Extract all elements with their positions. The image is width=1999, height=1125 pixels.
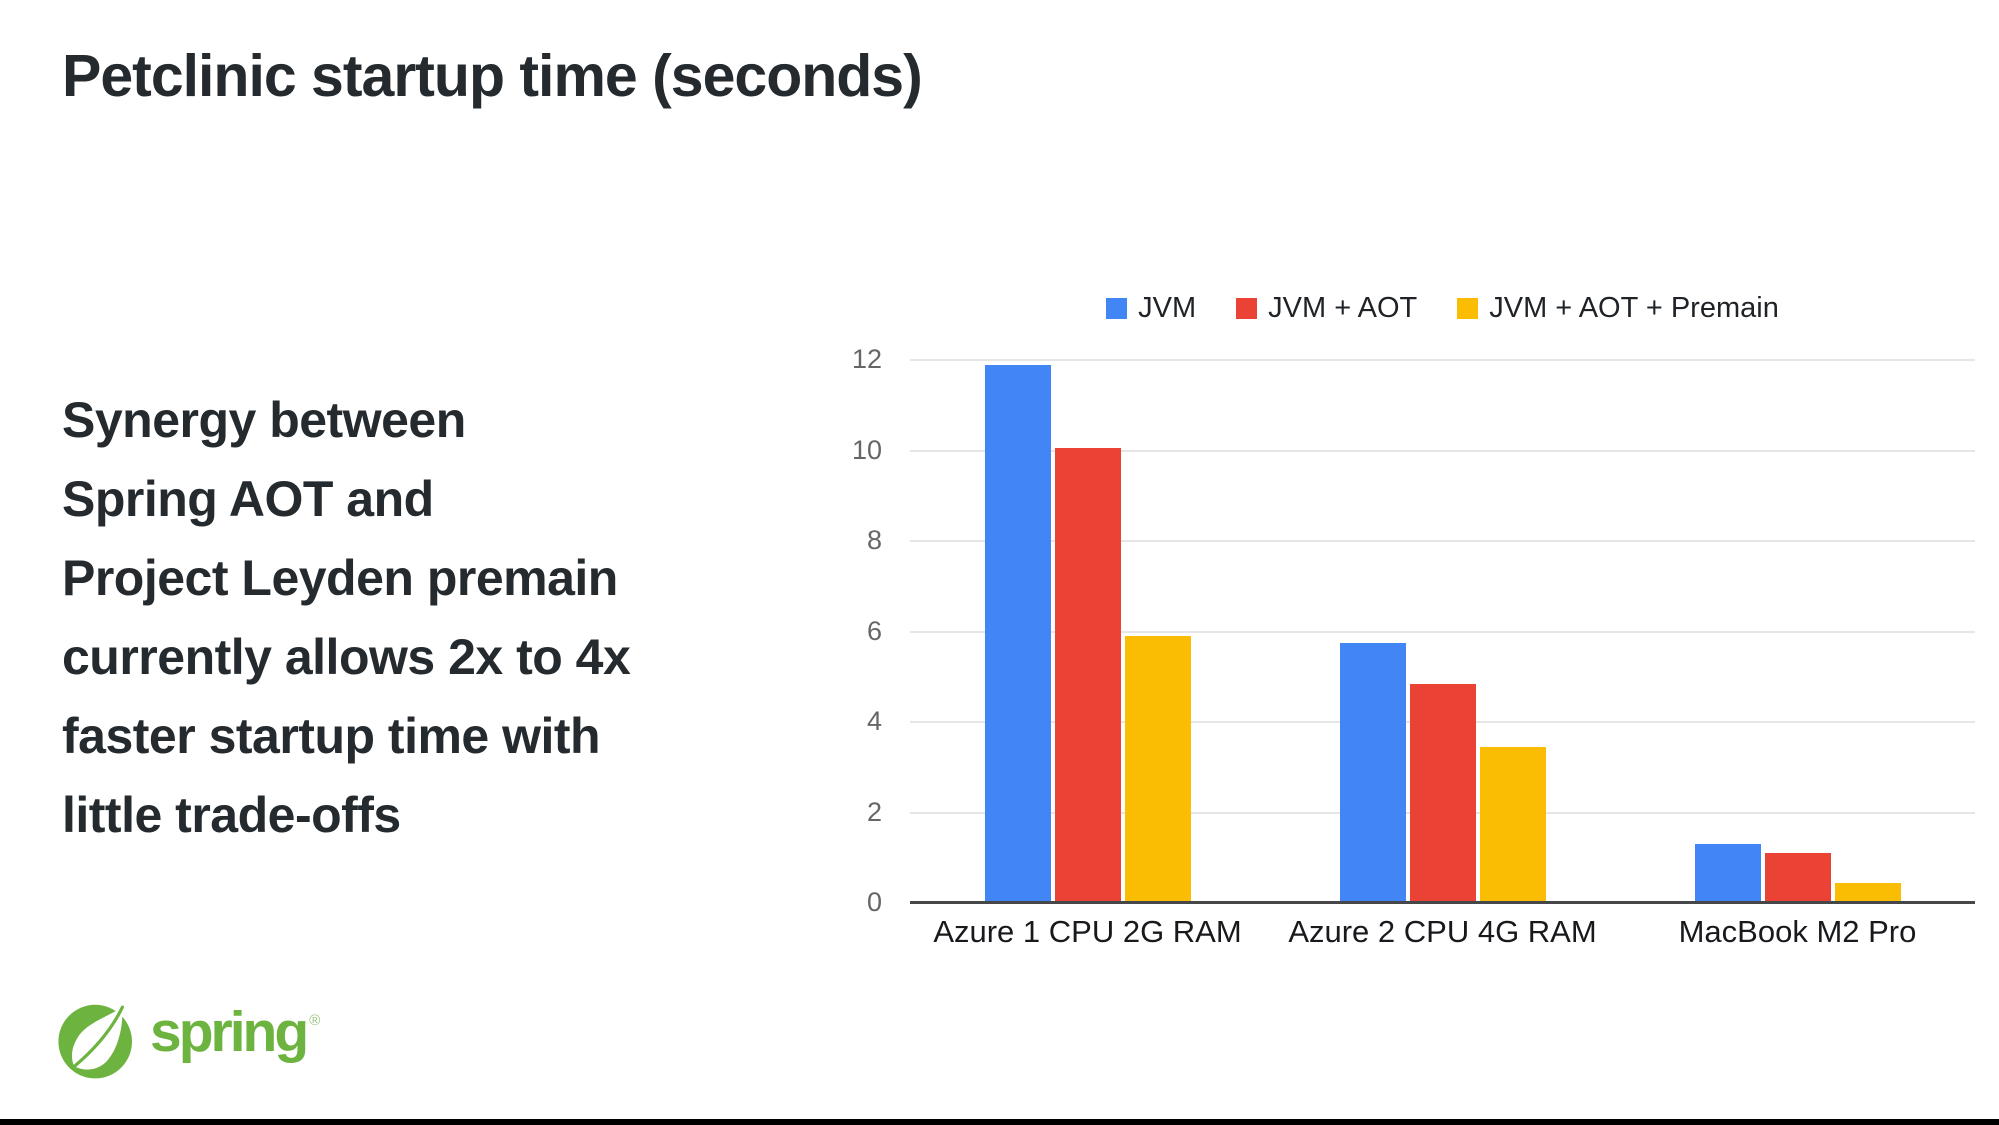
chart-bar — [1479, 746, 1546, 903]
chart-bar — [1124, 636, 1191, 903]
gridline — [910, 630, 1975, 633]
y-axis-tick-label: 2 — [866, 796, 882, 827]
spring-logo-icon — [58, 1004, 132, 1078]
bar-groups — [910, 360, 1975, 903]
chart-bar — [1054, 448, 1121, 903]
legend-swatch — [1457, 298, 1479, 319]
chart-bar — [1694, 844, 1761, 903]
y-axis-tick-label: 4 — [866, 706, 882, 736]
x-axis-category-label: MacBook M2 Pro — [1678, 914, 1917, 949]
legend-label: JVM + AOT — [1268, 292, 1418, 324]
key-message-line: little trade-offs — [62, 787, 401, 843]
y-axis-tick-label: 6 — [866, 615, 882, 646]
key-message-line: Synergy between — [62, 392, 466, 448]
key-message: Synergy between Spring AOT and Project L… — [62, 381, 631, 855]
spring-brand: spring ® — [56, 992, 320, 1087]
chart-plot-area — [910, 359, 1975, 904]
y-axis-tick-label: 8 — [866, 525, 882, 555]
legend-swatch — [1236, 298, 1258, 319]
legend-item: JVM + AOT + Premain — [1457, 292, 1779, 325]
key-message-line: currently allows 2x to 4x — [62, 629, 631, 685]
y-axis-tick-label: 0 — [866, 887, 882, 917]
legend-swatch — [1106, 298, 1128, 319]
key-message-line: faster startup time with — [62, 708, 601, 764]
y-axis-tick-label: 12 — [851, 344, 882, 374]
bottom-edge-bar — [0, 1119, 1999, 1125]
gridline — [910, 449, 1975, 452]
spring-wordmark-text: spring — [150, 1000, 309, 1064]
chart-bar — [1834, 882, 1901, 903]
x-axis-category-label: Azure 2 CPU 4G RAM — [1288, 914, 1597, 949]
key-message-line: Project Leyden premain — [62, 550, 618, 606]
chart-bar — [1339, 642, 1406, 903]
legend-label: JVM + AOT + Premain — [1489, 292, 1779, 324]
spring-wordmark: spring ® — [150, 992, 320, 1087]
x-axis-category-label: Azure 1 CPU 2G RAM — [933, 914, 1242, 949]
key-message-line: Spring AOT and — [62, 471, 434, 527]
chart-bar — [984, 364, 1051, 903]
gridline — [910, 540, 1975, 542]
legend-item: JVM + AOT — [1236, 292, 1417, 325]
legend-item: JVM — [1106, 292, 1196, 325]
y-axis-tick-label: 10 — [851, 434, 882, 465]
gridline — [910, 359, 1975, 361]
x-axis-baseline — [910, 901, 1975, 904]
chart-legend: JVM JVM + AOT JVM + AOT + Premain — [910, 292, 1975, 325]
x-axis-labels: Azure 1 CPU 2G RAM Azure 2 CPU 4G RAM MacB… — [910, 914, 1975, 950]
chart-bar — [1409, 683, 1476, 903]
chart-bar — [1764, 853, 1831, 903]
category-group — [1620, 360, 1975, 903]
category-group — [910, 360, 1265, 903]
registered-trademark-symbol: ® — [309, 1012, 321, 1029]
category-group — [1265, 360, 1620, 903]
page-title: Petclinic startup time (seconds) — [62, 43, 923, 109]
y-axis-labels: 0 2 4 6 8 10 12 — [770, 344, 896, 917]
legend-label: JVM — [1138, 292, 1197, 324]
